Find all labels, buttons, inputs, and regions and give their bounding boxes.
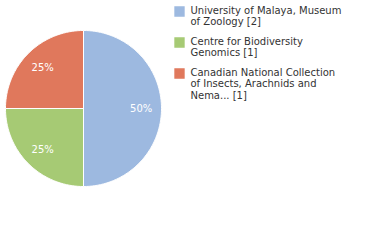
svg-text:Centre for BiodiversityGenomic: Centre for BiodiversityGenomics [1] <box>191 36 304 59</box>
svg-text:25%: 25% <box>32 144 54 155</box>
svg-text:University of Malaya, Museumof: University of Malaya, Museumof Zoology [… <box>191 5 342 28</box>
svg-text:Canadian National Collectionof: Canadian National Collectionof Insects, … <box>191 67 336 101</box>
svg-text:50%: 50% <box>130 103 152 114</box>
svg-text:25%: 25% <box>32 62 54 73</box>
